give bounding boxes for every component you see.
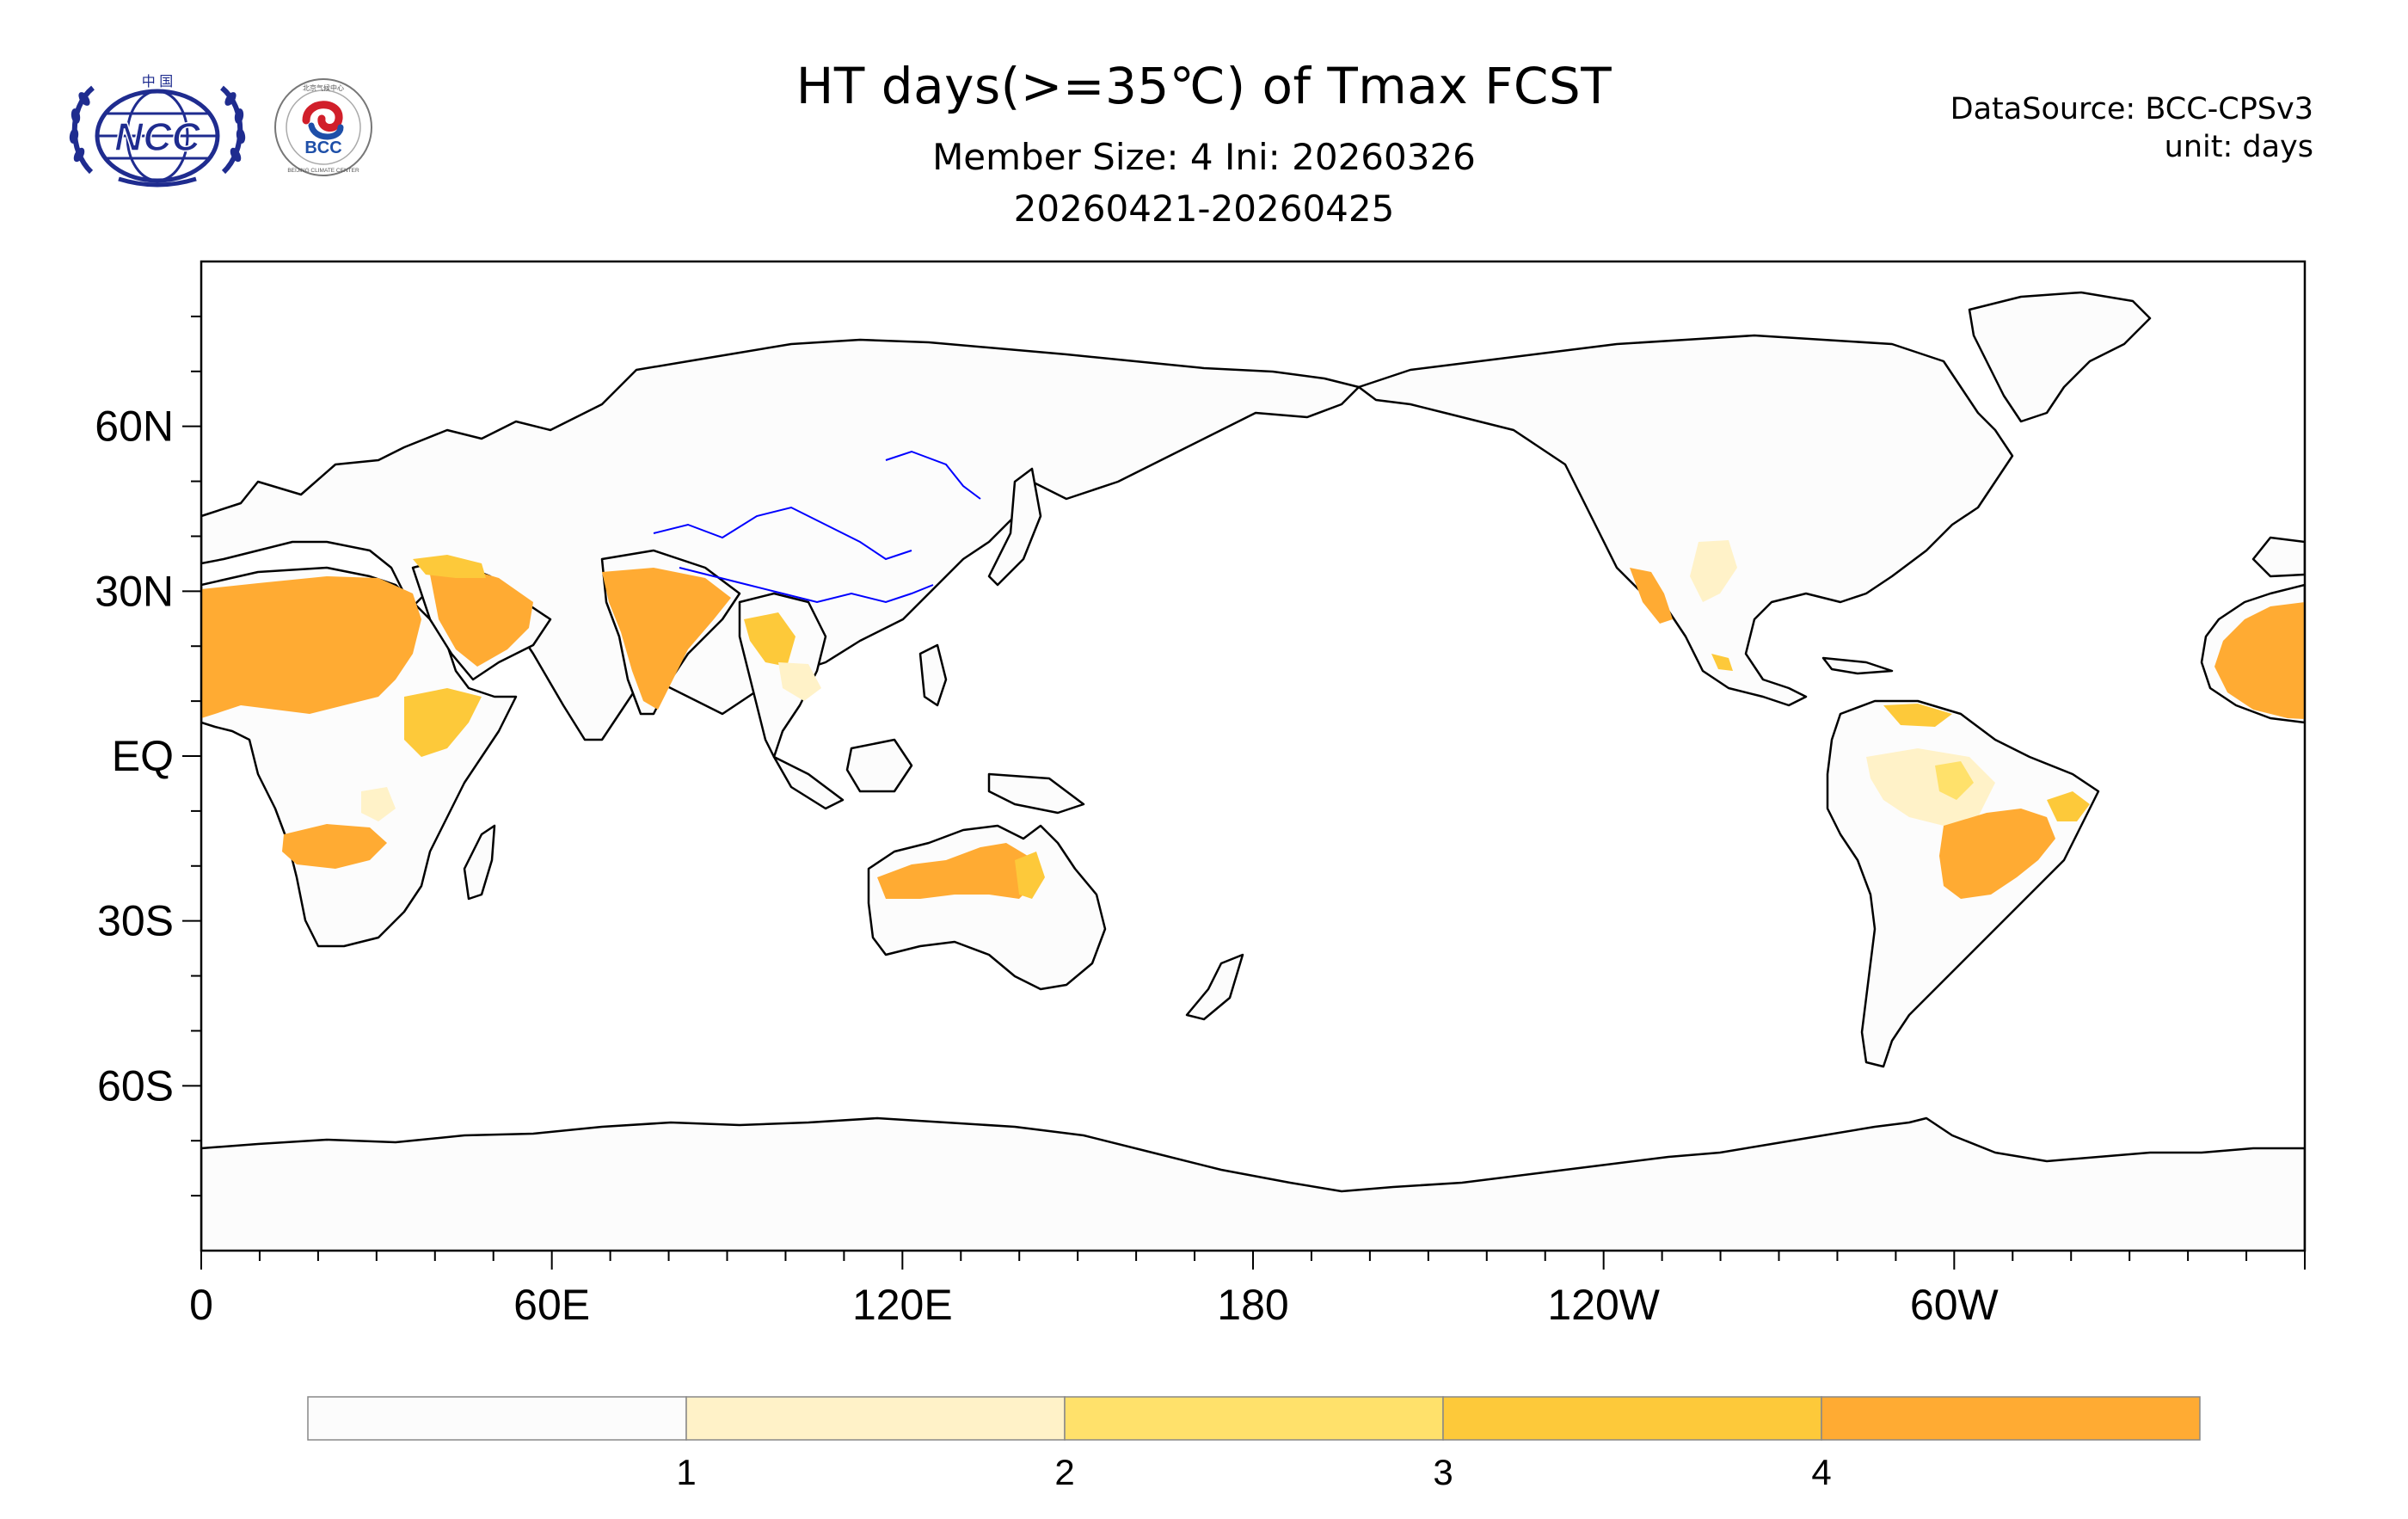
map-frame [200,260,2307,1252]
southern-africa-1-day [361,787,396,821]
sahara-4-days [201,576,421,718]
yangtze-river [679,567,934,604]
australia-3-days [1015,852,1045,899]
lat-label: EQ [112,732,174,780]
bcc-logo-ring: BEIJING CLIMATE CENTER [287,168,359,174]
cuba [1821,656,1894,675]
legend-swatch [1821,1396,2201,1441]
source-block: DataSource: BCC-CPSv3 unit: days [1950,90,2313,166]
legend-swatch [1442,1396,1822,1441]
lon-label: 180 [1217,1281,1288,1329]
texas-1-day [1690,540,1737,602]
legend-label: 3 [1433,1452,1453,1492]
greenland [1968,291,2152,423]
new-zealand [1185,953,1244,1021]
legend-swatch [1064,1396,1444,1441]
rivers [653,450,981,604]
lon-label: 120E [852,1281,953,1329]
borneo [845,738,913,793]
southern-africa-4-days [282,824,387,869]
heat-day-shading [201,540,2305,899]
philippines [918,643,948,707]
ncc-logo: NCC 中 国 [69,74,246,188]
legend-label: 2 [1054,1452,1074,1492]
member-ini-line: Member Size: 4 Ini: 20260326 [932,136,1476,178]
unit-label: unit: days [2164,130,2313,164]
new-guinea [987,772,1085,815]
legend-swatch [307,1396,687,1441]
map-title: HT days(>=35℃) of Tmax FCST [796,57,1612,115]
yellow-river [653,506,912,561]
brazil-4-days [1939,809,2055,899]
india-4-days [602,568,731,710]
lon-label: 60E [513,1281,590,1329]
longitude-labels: 0 60E 120E 180 120W 60W [189,1281,1999,1329]
sumatra [772,755,845,810]
australia-4-days [877,843,1032,899]
north-america-landmass [1357,334,2014,707]
ncc-logo-top: 中 国 [142,74,173,89]
middle-east-3-days [413,555,486,578]
se-asia-1-day [778,662,821,701]
lon-label: 0 [189,1281,213,1329]
myanmar-3-days [744,612,796,667]
ncc-logo-text: NCC [114,114,200,159]
brazil-3-days [2047,791,2090,821]
lat-label: 60N [95,403,174,451]
west-africa-wrap-4-days [2214,602,2305,719]
bcc-logo-text: BCC [304,138,341,157]
legend-label: 4 [1811,1452,1831,1492]
bcc-logo-top: 北京气候中心 [303,83,344,92]
lon-label: 60W [1910,1281,2000,1329]
east-africa-3-days [404,688,482,757]
arabia-4-days [430,568,533,667]
latitude-labels: 60N 30N EQ 30S 60S [95,403,174,1110]
bcc-logo: BCC 北京气候中心 BEIJING CLIMATE CENTER [274,78,372,176]
lat-label: 30N [95,567,174,615]
legend-label: 1 [676,1452,696,1492]
legend-swatch [685,1396,1066,1441]
japan [987,467,1042,587]
color-legend: 1 2 3 4 [307,1396,2201,1492]
venezuela-3-days [1883,704,1952,727]
data-source-label: DataSource: BCC-CPSv3 [1950,92,2313,126]
iberia-wrap [2251,536,2305,578]
central-america-3-days [1711,654,1733,671]
amazon-2-days [1935,761,1974,800]
lon-label: 120W [1547,1281,1660,1329]
lat-label: 30S [97,897,174,945]
amur-river [885,450,981,500]
madagascar [463,824,496,901]
forecast-period: 20260421-20260425 [1013,188,1395,230]
axis-ticks [182,315,2306,1270]
mexico-4-days [1630,568,1673,624]
antarctica-landmass [201,1116,2305,1251]
lat-label: 60S [97,1061,174,1110]
